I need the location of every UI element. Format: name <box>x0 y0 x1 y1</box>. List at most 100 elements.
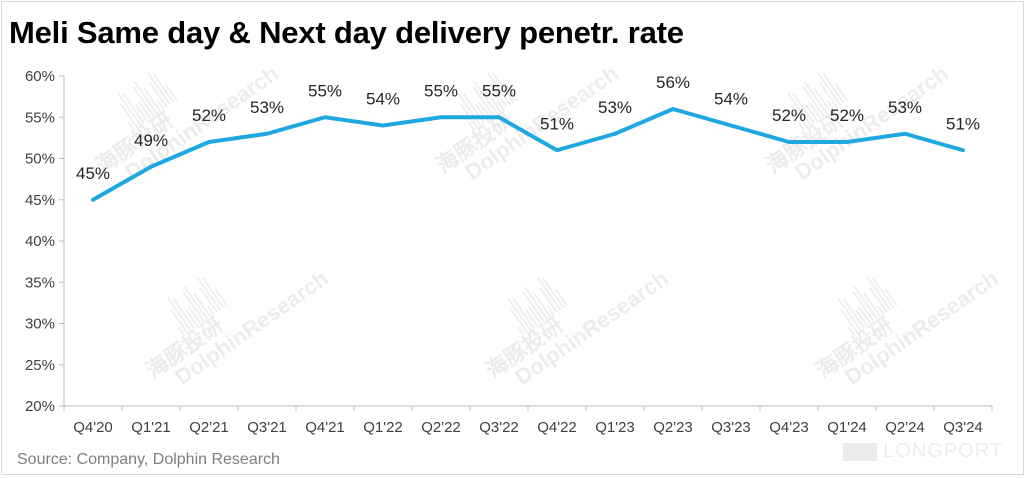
watermark-bar <box>855 309 869 327</box>
watermark-bar <box>496 100 505 111</box>
watermark-bar <box>167 297 192 332</box>
watermark-bar <box>808 101 822 120</box>
watermark-bar <box>803 81 829 115</box>
watermark-bar <box>863 292 882 318</box>
x-tick-label: Q4'21 <box>305 419 345 436</box>
watermark-bar <box>507 297 532 332</box>
watermark-bar <box>787 92 812 127</box>
source-note: Source: Company, Dolphin Research <box>17 451 280 468</box>
x-tick-label: Q2'22 <box>421 419 461 436</box>
data-label: 55% <box>424 81 458 100</box>
data-label: 49% <box>134 131 168 150</box>
watermark-bar <box>523 286 549 320</box>
watermark-bar <box>839 308 859 334</box>
data-label: 54% <box>714 90 748 109</box>
data-point <box>439 115 443 119</box>
watermark-bar <box>206 305 215 316</box>
brand-logo-icon <box>843 442 878 461</box>
watermark-bar <box>133 81 159 115</box>
watermark-bar <box>188 306 202 325</box>
watermark-bar <box>177 326 186 336</box>
data-point <box>613 132 617 136</box>
watermark-bar <box>152 72 175 104</box>
data-point <box>265 132 269 136</box>
watermark-bar <box>489 82 508 108</box>
y-tick-label: 30% <box>25 316 55 333</box>
watermark-bar <box>512 298 535 329</box>
x-tick-label: Q2'23 <box>653 419 693 436</box>
watermark-bar <box>525 309 539 327</box>
x-tick-label: Q1'21 <box>131 419 171 436</box>
x-axis: Q4'20 Q1'21 Q2'21 Q3'21 Q4'21 Q1'22 Q2'22 Q3'22… <box>63 405 993 436</box>
watermark-bar <box>122 93 145 124</box>
watermark-bar <box>852 291 875 322</box>
x-tick-label: Q1'22 <box>363 419 403 436</box>
watermark-bar <box>132 86 155 117</box>
y-tick-label: 20% <box>25 398 55 415</box>
brand-text: LONGPORT <box>883 440 1003 462</box>
watermark-bar <box>847 326 856 336</box>
data-label: 52% <box>772 106 806 125</box>
watermark-bar <box>183 286 209 320</box>
watermark-bar <box>117 92 142 127</box>
y-tick-label: 35% <box>25 274 55 291</box>
x-tick-label: Q3'24 <box>943 419 983 436</box>
watermark-bar <box>127 121 136 131</box>
watermark-bar <box>805 104 819 122</box>
watermark-bar <box>826 100 835 111</box>
data-point <box>381 124 385 127</box>
watermark-bar <box>182 291 205 322</box>
data-point <box>497 115 501 119</box>
watermark-bar <box>522 291 545 322</box>
y-tick-label: 45% <box>25 192 55 209</box>
x-tick-label: Q1'24 <box>827 419 867 436</box>
watermark-bar <box>509 308 529 334</box>
brand-watermark: LONGPORT <box>843 440 1003 463</box>
watermark-bar <box>842 298 865 329</box>
series-line <box>91 107 965 202</box>
watermark-bar <box>135 104 149 122</box>
watermark-bar <box>819 82 838 108</box>
x-tick-label: Q3'21 <box>247 419 287 436</box>
x-tick-label: Q4'22 <box>537 419 577 436</box>
watermark-bar <box>138 101 152 120</box>
watermark-bar <box>822 72 845 104</box>
series-layer <box>91 107 965 202</box>
watermark-bar <box>193 292 212 318</box>
watermark-bar <box>478 101 492 120</box>
data-point <box>845 140 849 144</box>
watermark-bar <box>789 103 809 129</box>
watermark-bar <box>199 287 218 313</box>
watermark-bar <box>884 288 898 306</box>
x-tick-label: Q1'23 <box>595 419 635 436</box>
watermark-bar <box>797 121 806 131</box>
watermark-bar <box>457 92 482 127</box>
watermark-bar <box>858 306 872 325</box>
watermark-bar <box>492 72 515 104</box>
data-point <box>91 198 95 202</box>
watermark-bar <box>853 286 879 320</box>
data-point <box>207 140 211 144</box>
data-label: 54% <box>366 90 400 109</box>
x-tick-label: Q2'21 <box>189 419 229 436</box>
data-label: 55% <box>308 81 342 100</box>
watermark-bar <box>546 305 555 316</box>
watermark-bar <box>164 83 178 101</box>
y-tick-label: 40% <box>25 233 55 250</box>
data-point <box>961 148 965 152</box>
watermark-bar <box>834 83 848 101</box>
watermark-bar <box>149 82 168 108</box>
x-tick-label: Q3'23 <box>711 419 751 436</box>
watermark-bar <box>792 93 815 124</box>
data-labels: 45% 49% 52% 53% 55% 54% 55% 55% 51% 53% 56% 54% 52% 5… <box>76 73 980 183</box>
data-label: 56% <box>656 73 690 92</box>
data-label: 45% <box>76 164 110 183</box>
data-label: 53% <box>250 98 284 117</box>
watermark-bar <box>876 305 885 316</box>
data-label: 53% <box>598 98 632 117</box>
